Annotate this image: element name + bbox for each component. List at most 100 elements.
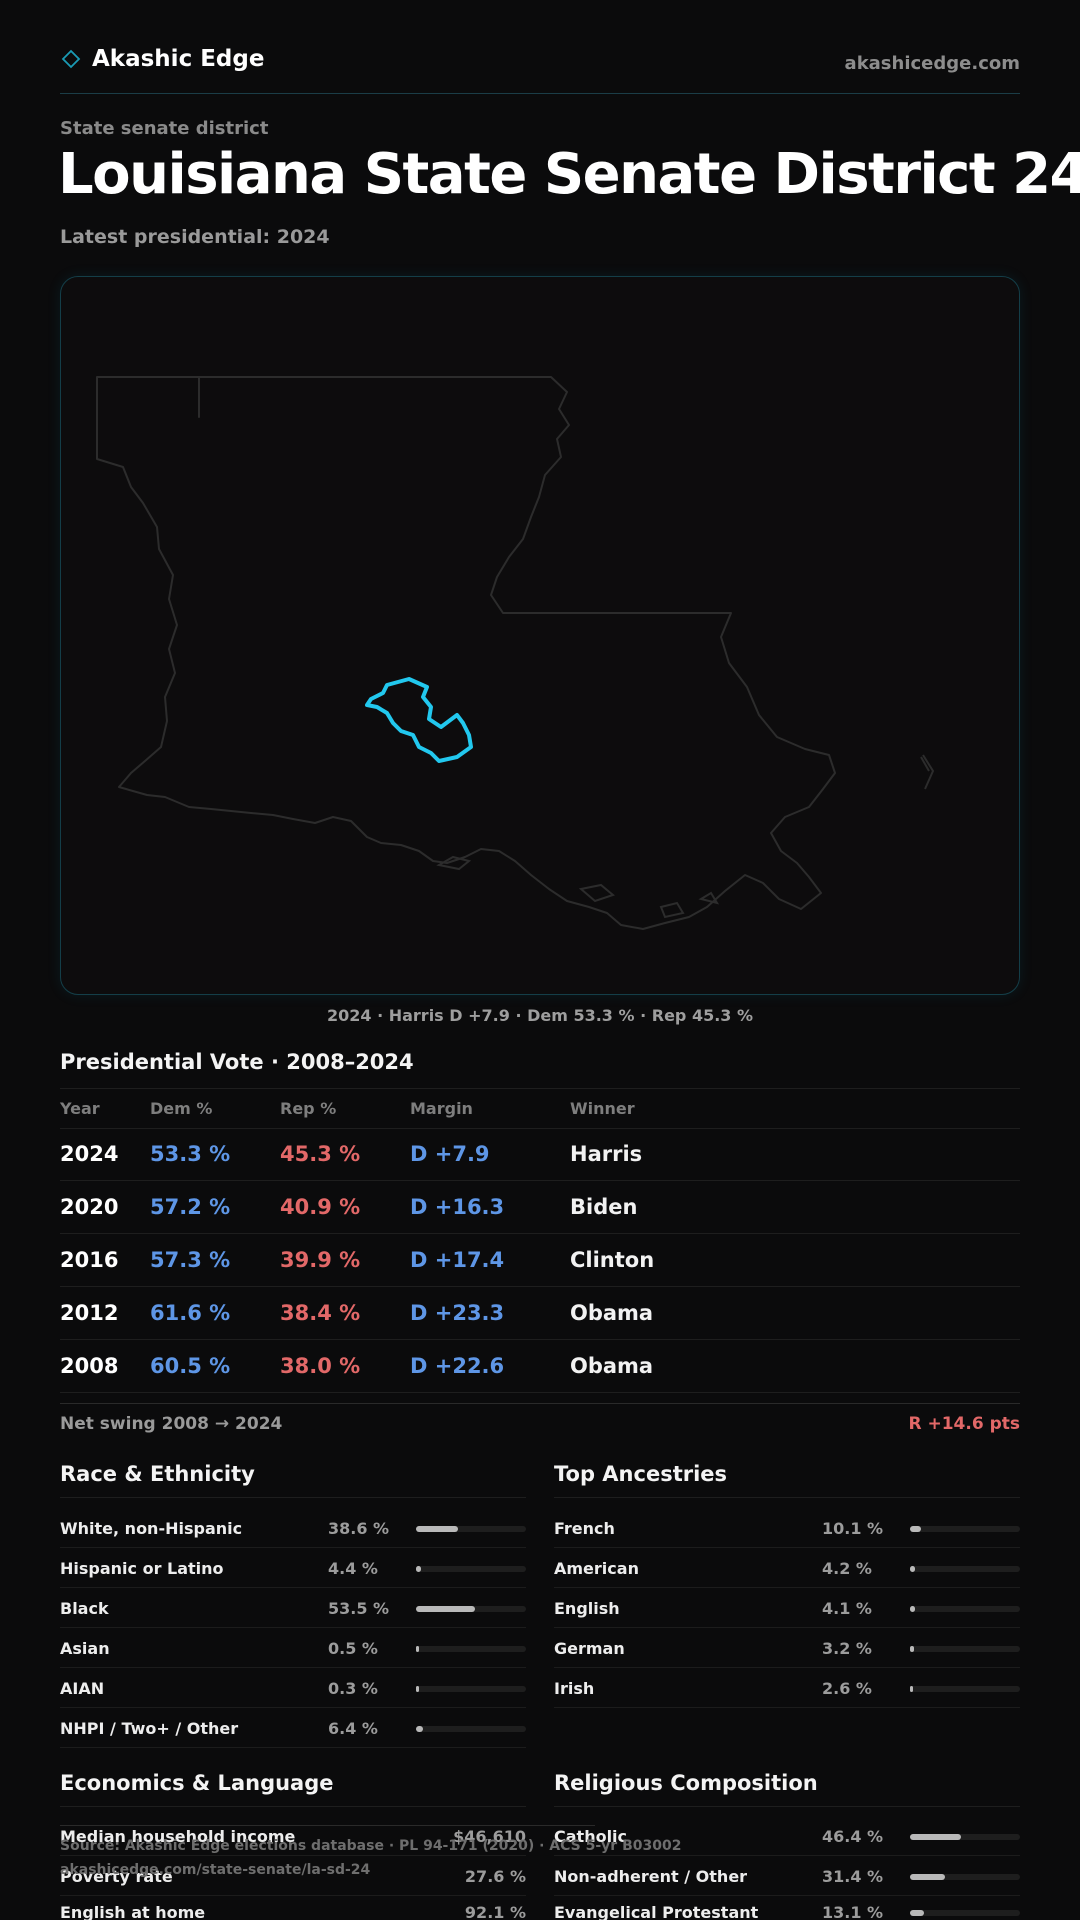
race-bar-track bbox=[416, 1646, 526, 1652]
race-label: AIAN bbox=[60, 1679, 105, 1698]
ancestry-bar-track bbox=[910, 1526, 1020, 1532]
rep-cell: 45.3 % bbox=[280, 1142, 361, 1166]
race-row: Asian 0.5 % bbox=[60, 1628, 526, 1668]
race-pct: 4.4 % bbox=[328, 1559, 378, 1578]
religion-bar-track bbox=[910, 1834, 1020, 1840]
state-outline bbox=[96, 376, 836, 930]
page-kicker: State senate district bbox=[60, 118, 269, 139]
dem-cell: 57.2 % bbox=[150, 1195, 231, 1219]
ancestry-divider bbox=[554, 1497, 1020, 1498]
district-24[interactable] bbox=[365, 677, 473, 763]
footer: Source: Akashic Edge elections database … bbox=[60, 1825, 681, 1882]
district-map[interactable] bbox=[60, 276, 1020, 995]
religion-row: Catholic 46.4 % bbox=[554, 1816, 1020, 1856]
header-divider bbox=[60, 93, 1020, 94]
site-link[interactable]: akashicedge.com bbox=[844, 53, 1020, 74]
ancestry-bar-track bbox=[910, 1686, 1020, 1692]
brand[interactable]: Akashic Edge bbox=[60, 46, 264, 72]
col-header-year: Year bbox=[60, 1099, 100, 1118]
ancestry-row: Irish 2.6 % bbox=[554, 1668, 1020, 1708]
swing-divider bbox=[60, 1403, 1020, 1404]
race-pct: 38.6 % bbox=[328, 1519, 390, 1538]
winner-cell: Harris bbox=[570, 1142, 643, 1166]
ancestry-title: Top Ancestries bbox=[554, 1462, 728, 1486]
ancestry-row: French 10.1 % bbox=[554, 1508, 1020, 1548]
race-pct: 0.5 % bbox=[328, 1639, 378, 1658]
year-cell: 2024 bbox=[60, 1142, 119, 1166]
margin-cell: D +17.4 bbox=[410, 1248, 505, 1272]
dem-cell: 61.6 % bbox=[150, 1301, 231, 1325]
winner-cell: Obama bbox=[570, 1301, 654, 1325]
race-bar-track bbox=[416, 1726, 526, 1732]
race-pct: 6.4 % bbox=[328, 1719, 378, 1738]
race-bar-track bbox=[416, 1526, 526, 1532]
economics-value: 92.1 % bbox=[464, 1903, 526, 1920]
economics-row: English at home 92.1 % bbox=[60, 1892, 526, 1920]
race-label: NHPI / Two+ / Other bbox=[60, 1719, 239, 1738]
race-bar-track bbox=[416, 1606, 526, 1612]
religion-label: Catholic bbox=[554, 1827, 628, 1846]
race-bar bbox=[416, 1606, 475, 1612]
rep-cell: 40.9 % bbox=[280, 1195, 361, 1219]
margin-cell: D +22.6 bbox=[410, 1354, 505, 1378]
religion-row: Evangelical Protestant 13.1 % bbox=[554, 1892, 1020, 1920]
ancestry-bar bbox=[910, 1566, 915, 1572]
brand-name: Akashic Edge bbox=[92, 46, 265, 72]
ancestry-bar-track bbox=[910, 1566, 1020, 1572]
ancestry-label: American bbox=[554, 1559, 639, 1578]
ancestry-label: Irish bbox=[554, 1679, 595, 1698]
economics-row: Poverty rate 27.6 % bbox=[60, 1856, 526, 1896]
race-row: NHPI / Two+ / Other 6.4 % bbox=[60, 1708, 526, 1748]
race-row: AIAN 0.3 % bbox=[60, 1668, 526, 1708]
coast-islands bbox=[436, 754, 935, 919]
year-cell: 2016 bbox=[60, 1248, 119, 1272]
table-row: 2016 57.3 % 39.9 % D +17.4 Clinton bbox=[60, 1234, 1020, 1287]
ancestry-pct: 3.2 % bbox=[822, 1639, 872, 1658]
table-row: 2008 60.5 % 38.0 % D +22.6 Obama bbox=[60, 1340, 1020, 1393]
col-header-dem: Dem % bbox=[150, 1099, 213, 1118]
page-title: Louisiana State Senate District 24 bbox=[58, 142, 1080, 207]
ancestry-bar bbox=[910, 1646, 914, 1652]
ancestry-bar bbox=[910, 1686, 913, 1692]
religion-title: Religious Composition bbox=[554, 1771, 818, 1795]
religion-bar bbox=[910, 1910, 925, 1916]
economics-title: Economics & Language bbox=[60, 1771, 334, 1795]
religion-divider bbox=[554, 1806, 1020, 1807]
col-header-margin: Margin bbox=[410, 1099, 473, 1118]
economics-label: Poverty rate bbox=[60, 1867, 173, 1886]
ancestry-label: French bbox=[554, 1519, 615, 1538]
ancestry-pct: 4.2 % bbox=[822, 1559, 872, 1578]
table-top-divider bbox=[60, 1088, 1020, 1089]
table-row: 2024 53.3 % 45.3 % D +7.9 Harris bbox=[60, 1128, 1020, 1181]
winner-cell: Clinton bbox=[570, 1248, 655, 1272]
religion-pct: 13.1 % bbox=[822, 1903, 884, 1920]
presidential-title: Presidential Vote · 2008–2024 bbox=[60, 1050, 414, 1074]
ancestry-pct: 2.6 % bbox=[822, 1679, 872, 1698]
year-cell: 2008 bbox=[60, 1354, 119, 1378]
dem-cell: 53.3 % bbox=[150, 1142, 231, 1166]
table-row: 2020 57.2 % 40.9 % D +16.3 Biden bbox=[60, 1181, 1020, 1234]
col-header-winner: Winner bbox=[570, 1099, 635, 1118]
religion-bar-track bbox=[910, 1874, 1020, 1880]
race-bar bbox=[416, 1646, 419, 1652]
religion-label: Evangelical Protestant bbox=[554, 1903, 759, 1920]
race-bar-track bbox=[416, 1566, 526, 1572]
margin-cell: D +23.3 bbox=[410, 1301, 505, 1325]
ancestry-bar bbox=[910, 1526, 922, 1532]
year-cell: 2012 bbox=[60, 1301, 119, 1325]
race-row: Black 53.5 % bbox=[60, 1588, 526, 1628]
race-bar-track bbox=[416, 1686, 526, 1692]
ancestry-row: American 4.2 % bbox=[554, 1548, 1020, 1588]
margin-cell: D +7.9 bbox=[410, 1142, 490, 1166]
winner-cell: Obama bbox=[570, 1354, 654, 1378]
dem-cell: 57.3 % bbox=[150, 1248, 231, 1272]
margin-cell: D +16.3 bbox=[410, 1195, 505, 1219]
map-caption: 2024 · Harris D +7.9 · Dem 53.3 % · Rep … bbox=[326, 1006, 754, 1025]
religion-row: Non-adherent / Other 31.4 % bbox=[554, 1856, 1020, 1896]
economics-divider bbox=[60, 1806, 526, 1807]
race-label: Asian bbox=[60, 1639, 110, 1658]
footer-url[interactable]: akashicedge.com/state-senate/la-sd-24 bbox=[60, 1862, 371, 1878]
race-row: White, non-Hispanic 38.6 % bbox=[60, 1508, 526, 1548]
economics-value: $46,610 bbox=[453, 1827, 526, 1846]
religion-pct: 46.4 % bbox=[822, 1827, 884, 1846]
